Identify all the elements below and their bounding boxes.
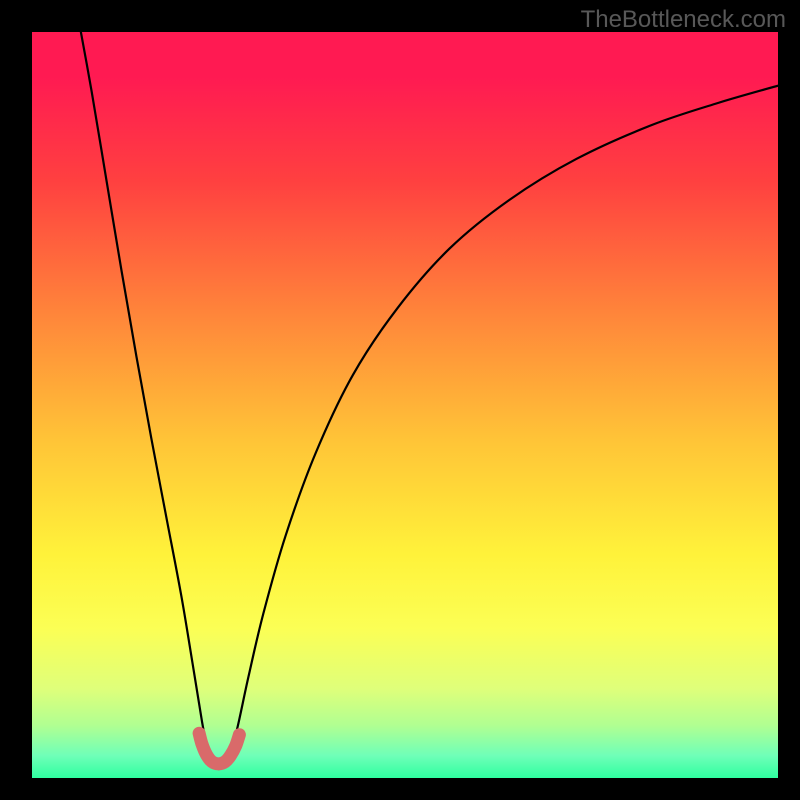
plot-area <box>32 32 778 778</box>
outer-frame: TheBottleneck.com <box>0 0 800 800</box>
curve-highlight-dots <box>199 733 239 764</box>
curve-line <box>77 32 778 769</box>
bottleneck-curve <box>32 32 778 778</box>
watermark-text: TheBottleneck.com <box>581 6 786 34</box>
